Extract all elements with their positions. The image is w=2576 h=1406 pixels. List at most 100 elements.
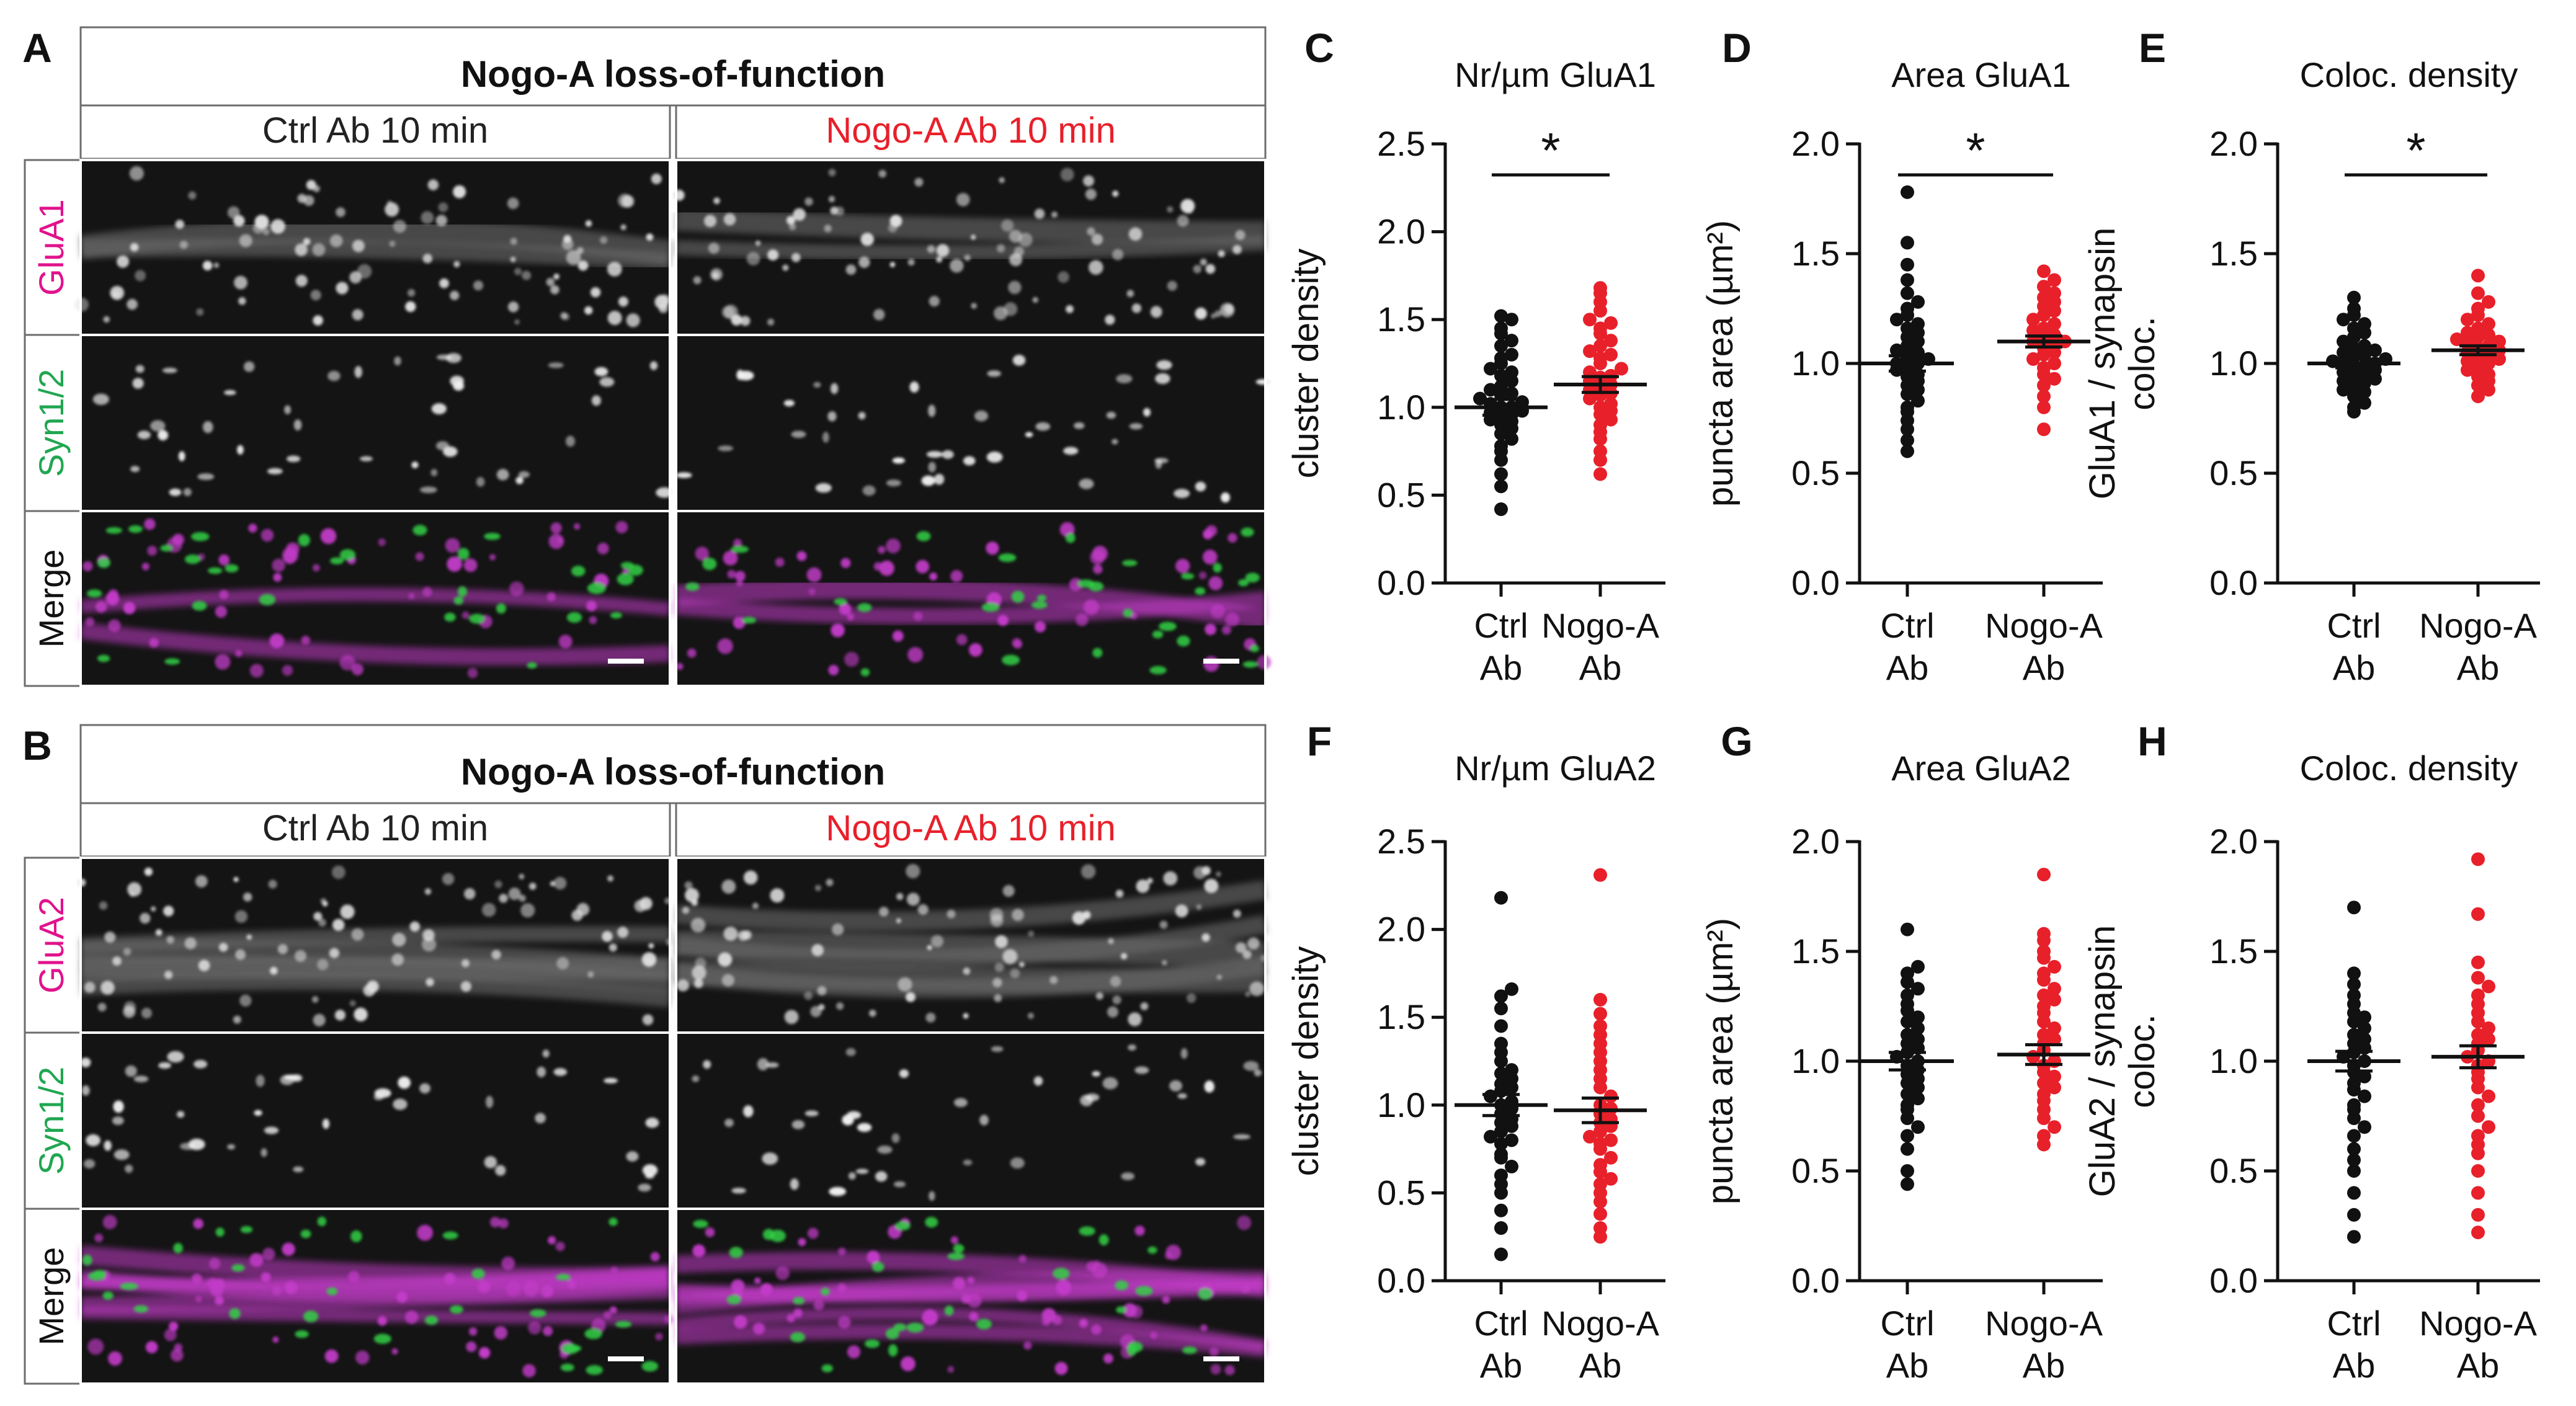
data-point xyxy=(2471,321,2485,336)
panel-letter: E xyxy=(2139,25,2166,71)
x-tick-label: Ab xyxy=(2457,1346,2500,1385)
y-tick-label: 2.0 xyxy=(1791,822,1840,861)
magenta-punctum xyxy=(1150,1332,1157,1339)
punctum xyxy=(535,1113,546,1124)
punctum xyxy=(645,1173,654,1179)
punctum xyxy=(828,195,836,203)
green-punctum xyxy=(834,598,847,605)
data-point xyxy=(2048,286,2061,300)
data-point xyxy=(1901,301,1914,316)
punctum xyxy=(104,932,116,943)
green-punctum xyxy=(1011,590,1025,603)
micrograph-merge xyxy=(79,1208,673,1385)
data-point xyxy=(2037,280,2051,294)
data-point xyxy=(2347,1186,2361,1200)
punctum xyxy=(810,1006,822,1018)
green-punctum xyxy=(1241,527,1254,537)
data-point xyxy=(2461,326,2474,340)
data-point xyxy=(2358,1120,2371,1134)
magenta-punctum xyxy=(589,616,597,625)
magenta-punctum xyxy=(415,552,424,561)
punctum xyxy=(927,245,935,253)
chart-E: E Coloc. density 0.0 0.5 1.0 1.5 2.0 GluA1 / sy… xyxy=(2082,25,2540,687)
data-point xyxy=(2347,290,2361,305)
magenta-punctum xyxy=(1086,1261,1097,1272)
magenta-punctum xyxy=(1016,1290,1028,1301)
punctum xyxy=(974,410,989,422)
punctum xyxy=(163,905,174,917)
punctum xyxy=(1002,884,1015,897)
punctum xyxy=(195,875,208,888)
green-punctum xyxy=(1148,1246,1157,1254)
punctum xyxy=(1010,968,1020,979)
green-punctum xyxy=(792,1297,805,1305)
punctum xyxy=(332,919,345,932)
punctum xyxy=(594,367,608,376)
data-point xyxy=(2037,264,2051,278)
punctum xyxy=(1002,949,1018,964)
magenta-punctum xyxy=(907,647,924,663)
data-point xyxy=(1593,1137,1607,1151)
magenta-punctum xyxy=(879,560,894,576)
punctum xyxy=(158,1062,171,1069)
magenta-punctum xyxy=(1083,599,1099,615)
data-point xyxy=(2337,334,2350,349)
chart-title: Coloc. density xyxy=(2300,749,2518,788)
magenta-punctum xyxy=(248,523,257,533)
magenta-punctum xyxy=(219,590,229,600)
data-point xyxy=(2358,1010,2371,1025)
micrograph-border xyxy=(79,1208,671,1385)
punctum xyxy=(1163,871,1178,886)
punctum xyxy=(1025,432,1033,437)
data-point xyxy=(2037,378,2051,393)
data-point xyxy=(2482,295,2495,309)
magenta-punctum xyxy=(900,1356,916,1371)
punctum xyxy=(1169,1080,1183,1092)
punctum xyxy=(765,1062,779,1068)
green-punctum xyxy=(530,1309,546,1317)
puncta-signal xyxy=(82,1215,673,1377)
magenta-punctum xyxy=(1175,559,1190,574)
magenta-punctum xyxy=(1091,1324,1102,1335)
punctum xyxy=(166,935,174,944)
magenta-punctum xyxy=(873,562,883,571)
magenta-punctum xyxy=(378,538,386,546)
punctum xyxy=(942,450,954,459)
punctum xyxy=(144,867,153,876)
punctum xyxy=(484,1156,497,1168)
data-point xyxy=(1901,1177,1914,1191)
punctum xyxy=(914,177,924,187)
magenta-punctum xyxy=(282,665,293,676)
punctum xyxy=(427,179,439,190)
puncta-signal xyxy=(82,518,643,679)
punctum xyxy=(132,378,144,389)
microscopy-panels: A Nogo-A loss-of-function Ctrl Ab 10 min No… xyxy=(22,25,1272,1385)
punctum xyxy=(677,979,689,992)
magenta-punctum xyxy=(215,1296,224,1306)
punctum xyxy=(873,309,885,321)
data-point xyxy=(2471,971,2485,985)
punctum xyxy=(1128,227,1143,241)
data-point xyxy=(2347,1098,2361,1112)
charts-layer: C Nr/µm GluA1 0.0 0.5 1.0 1.5 2.0 2.5 cluster de… xyxy=(1286,25,2540,1385)
punctum xyxy=(329,234,343,247)
magenta-punctum xyxy=(610,1266,618,1274)
punctum xyxy=(507,197,519,210)
punctum xyxy=(815,483,832,493)
y-axis-label: coloc. xyxy=(2122,1014,2162,1108)
chart-title: Nr/µm GluA1 xyxy=(1455,55,1656,94)
punctum xyxy=(829,1186,847,1196)
green-punctum xyxy=(484,533,501,540)
punctum xyxy=(223,389,236,396)
data-point xyxy=(1494,339,1508,353)
punctum xyxy=(322,901,328,907)
punctum xyxy=(1066,305,1074,313)
punctum xyxy=(1167,280,1177,291)
y-tick-label: 0.5 xyxy=(1377,1173,1425,1212)
green-punctum xyxy=(231,1264,245,1272)
punctum xyxy=(155,929,163,937)
chart-H: H Coloc. density 0.0 0.5 1.0 1.5 2.0 GluA2 / sy… xyxy=(2082,718,2540,1385)
green-punctum xyxy=(1053,1268,1070,1279)
data-point xyxy=(2461,313,2474,327)
magenta-punctum xyxy=(1200,1324,1208,1332)
